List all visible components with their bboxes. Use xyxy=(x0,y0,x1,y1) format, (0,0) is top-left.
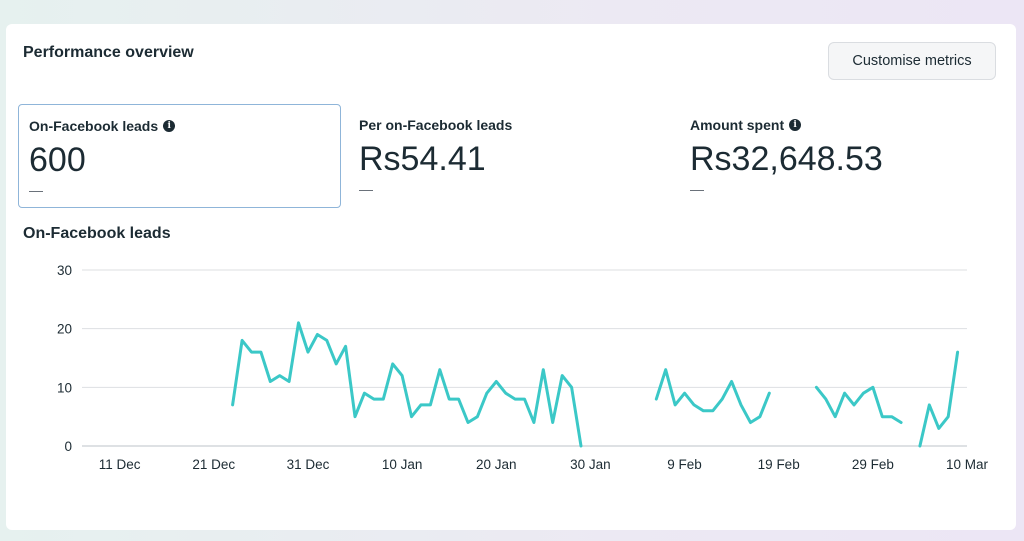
series-line xyxy=(654,368,771,424)
metric-change: — xyxy=(29,182,43,198)
x-tick-label: 9 Feb xyxy=(667,457,702,472)
y-tick-label: 0 xyxy=(64,439,72,454)
performance-overview-card: Performance overview Customise metrics O… xyxy=(6,24,1016,530)
x-tick-label: 19 Feb xyxy=(758,457,800,472)
metric-value: 600 xyxy=(29,141,86,179)
metric-label-row: Amount spent i xyxy=(690,116,990,134)
x-tick-label: 29 Feb xyxy=(852,457,894,472)
y-tick-label: 20 xyxy=(57,322,72,337)
x-tick-label: 11 Dec xyxy=(99,457,141,472)
metric-value: Rs32,648.53 xyxy=(690,140,883,178)
series-line xyxy=(918,350,960,448)
y-tick-label: 30 xyxy=(57,263,72,278)
info-icon[interactable]: i xyxy=(163,120,176,132)
y-tick-label: 10 xyxy=(57,380,72,395)
metric-change: — xyxy=(359,181,373,197)
metric-change: — xyxy=(690,181,704,197)
x-tick-label: 10 Jan xyxy=(382,457,423,472)
x-tick-label: 10 Mar xyxy=(946,457,989,472)
chart-title: On-Facebook leads xyxy=(23,225,171,242)
metric-label: Per on-Facebook leads xyxy=(359,117,513,133)
customise-metrics-button[interactable]: Customise metrics xyxy=(828,42,996,80)
x-tick-label: 30 Jan xyxy=(570,457,611,472)
metric-value: Rs54.41 xyxy=(359,140,486,178)
metric-tile-on-facebook-leads[interactable]: On-Facebook leads i 600 — xyxy=(18,104,341,208)
metric-label: On-Facebook leads xyxy=(29,118,159,134)
metric-label: Amount spent xyxy=(690,117,785,133)
x-tick-label: 21 Dec xyxy=(192,457,235,472)
x-tick-label: 31 Dec xyxy=(287,457,330,472)
card-title: Performance overview xyxy=(23,44,194,61)
series-line xyxy=(231,321,583,448)
metric-label-row: On-Facebook leads i xyxy=(29,117,330,135)
leads-line-chart: 0 10 20 30 11 Dec 21 Dec 31 Dec 10 Jan 20 Jan 30 … xyxy=(57,263,989,472)
metric-tile-per-on-facebook-leads[interactable]: Per on-Facebook leads Rs54.41 — xyxy=(349,104,669,208)
x-tick-label: 20 Jan xyxy=(476,457,517,472)
metric-tile-amount-spent[interactable]: Amount spent i Rs32,648.53 — xyxy=(680,104,1000,208)
series-line xyxy=(814,385,903,424)
metric-label-row: Per on-Facebook leads xyxy=(359,116,659,134)
info-icon[interactable]: i xyxy=(789,119,802,131)
